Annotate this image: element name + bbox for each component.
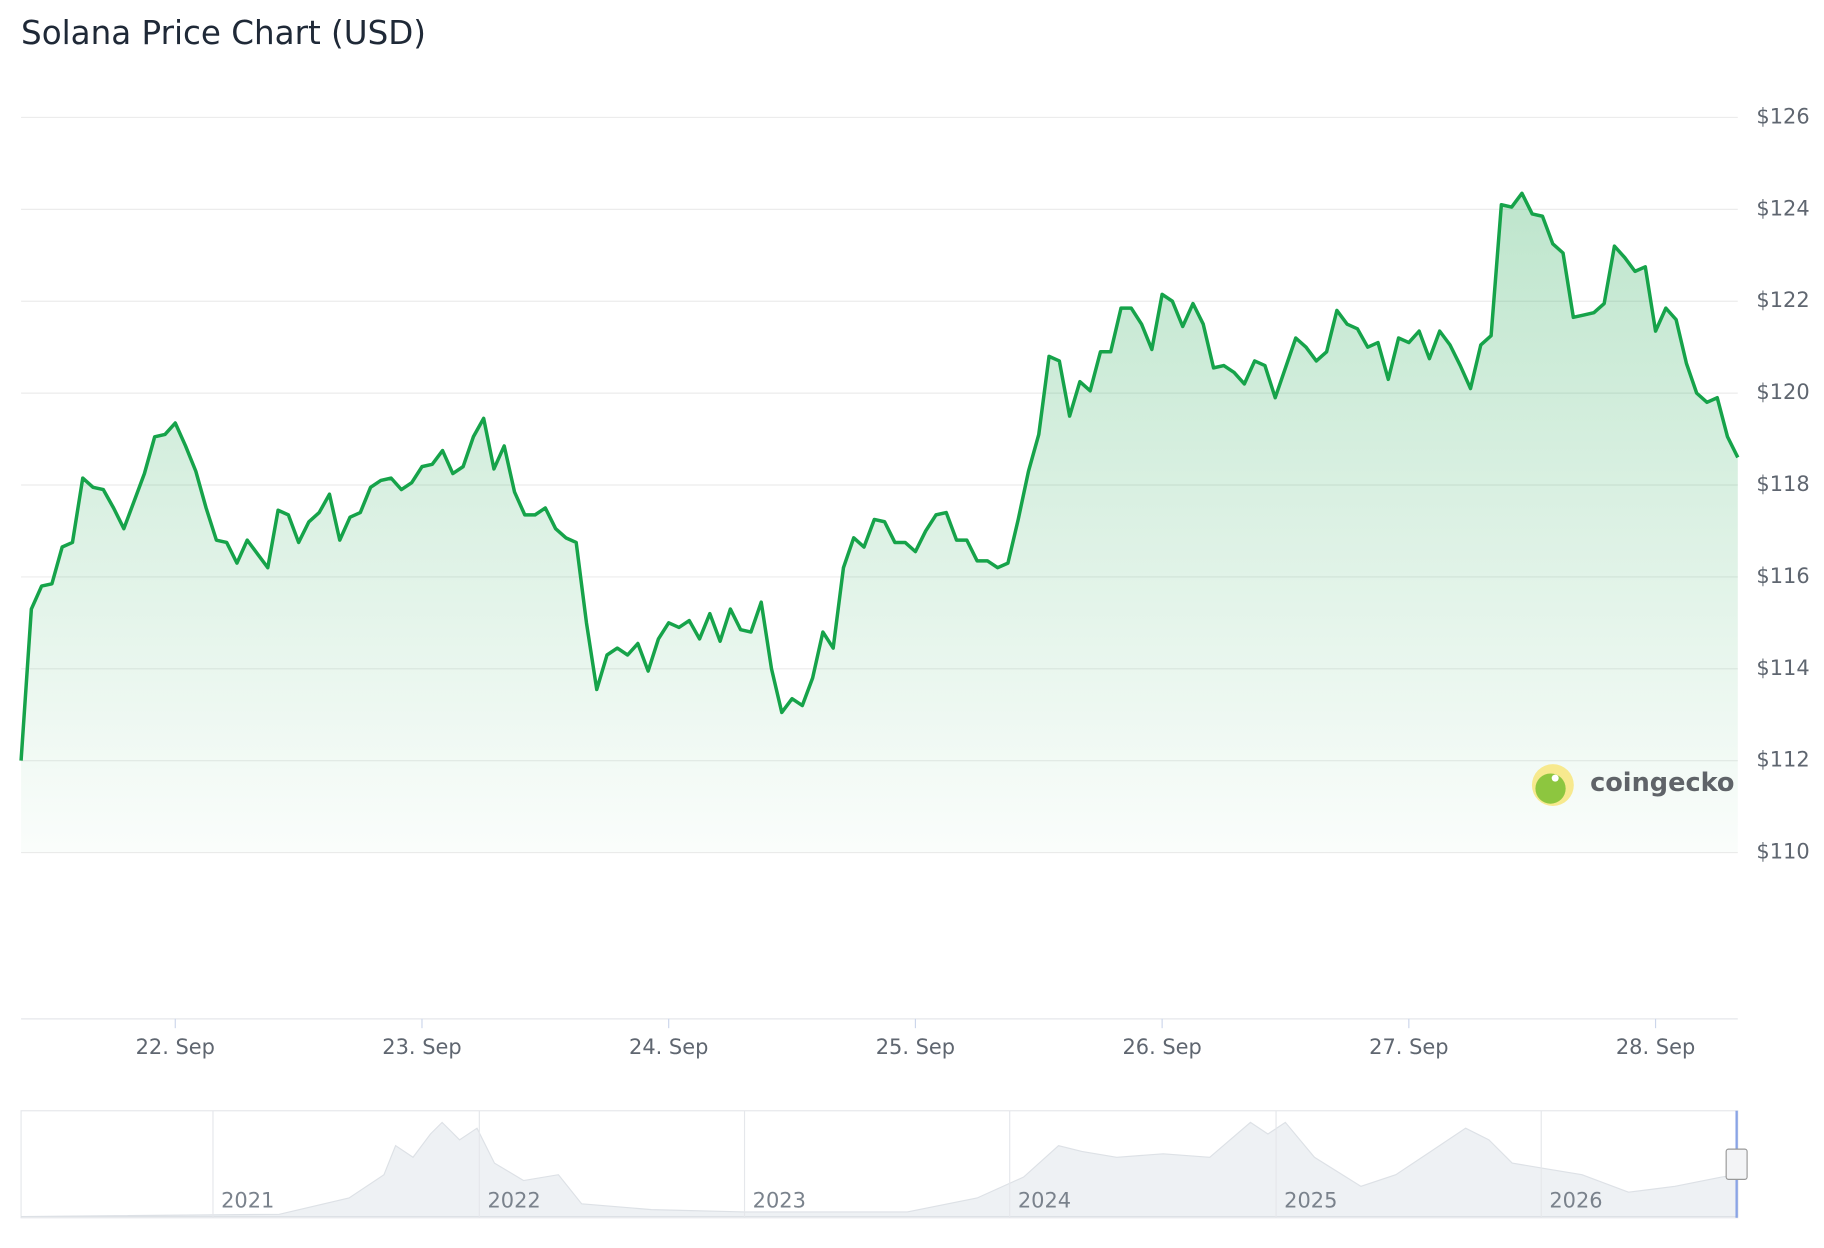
navigator-label: 2021 [221,1188,274,1212]
x-tick-label: 28. Sep [1616,1035,1695,1059]
logo [1535,773,1566,804]
x-tick-label: 25. Sep [876,1035,955,1059]
x-tick-label: 26. Sep [1122,1035,1201,1059]
area-fill [21,193,1738,853]
navigator-handle[interactable] [1725,1148,1748,1180]
navigator-labels: 2021 2022 2023 2024 2025 2026 [212,1110,1603,1218]
watermark: coingecko [1531,764,1735,807]
chart-title: Solana Price Chart (USD) [21,14,426,52]
plot [19,191,1740,853]
x-tick-label: 24. Sep [629,1035,708,1059]
price-line [19,191,1740,761]
navigator-label: 2024 [1018,1188,1071,1212]
y-tick-label: $112 [1756,748,1809,772]
logo [1551,774,1559,782]
navigator-label: 2025 [1284,1188,1337,1212]
navigator: 2021 2022 2023 2024 2025 2026 [20,1110,1748,1219]
y-tick-label: $116 [1756,564,1809,588]
y-tick-label: $124 [1756,196,1809,220]
y-tick-label: $118 [1756,472,1809,496]
navigator-label: 2026 [1549,1188,1602,1212]
y-tick-label: $120 [1756,380,1809,404]
x-tick-label: 23. Sep [382,1035,461,1059]
y-tick-label: $114 [1756,656,1809,680]
navigator-area [21,1121,1739,1218]
y-tick-label: $110 [1756,840,1809,864]
navigator-label: 2023 [753,1188,806,1212]
y-tick-label: $122 [1756,288,1809,312]
x-tick-label: 27. Sep [1369,1035,1448,1059]
y-tick-label: $126 [1756,104,1809,128]
x-axis: 22. Sep 23. Sep 24. Sep 25. Sep 26. Sep 27. S… [136,1018,1695,1059]
navigator-label: 2022 [487,1188,540,1212]
x-tick-label: 22. Sep [136,1035,215,1059]
watermark-text: coingecko [1590,768,1734,798]
